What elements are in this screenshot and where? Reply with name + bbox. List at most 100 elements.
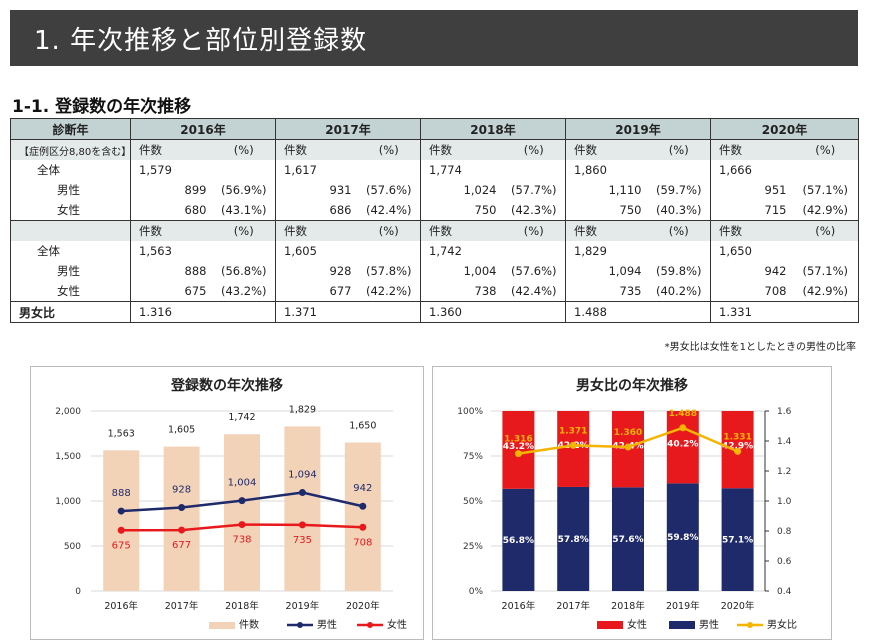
table-row: 男性 899 (56.9%) 931 (57.6%) 1,024 (57.7%) 1,110 (… xyxy=(10,180,859,200)
x-tick-label: 2020年 xyxy=(721,600,755,612)
female-pct: (42.3%) xyxy=(502,200,566,221)
total-count: 1,829 xyxy=(574,244,607,258)
year-header: 2018年 xyxy=(420,118,566,140)
ratio-point xyxy=(624,443,632,451)
ratio-value: 1.371 xyxy=(275,301,358,323)
ratio-data-label: 1.316 xyxy=(504,435,532,445)
year-header: 2016年 xyxy=(130,118,276,140)
ratio-point xyxy=(569,441,577,449)
table-row: 全体 1,579 1,617 1,774 1,860 1,666 xyxy=(10,160,859,180)
female-pct: (40.3%) xyxy=(647,200,711,221)
male-count: 1,024 xyxy=(463,183,497,197)
table-row: 全体 1,563 1,605 1,742 1,829 1,650 xyxy=(10,241,859,261)
pct-col-header: (%) xyxy=(647,220,711,241)
series-point xyxy=(178,503,186,511)
y-tick-label: 50% xyxy=(463,497,483,507)
empty-cell xyxy=(502,160,566,180)
bar-data-label: 1,742 xyxy=(228,412,255,423)
total-count: 1,605 xyxy=(284,244,317,258)
x-tick-label: 2020年 xyxy=(346,600,380,612)
y2-tick-label: 0.4 xyxy=(777,587,792,597)
chart-title: 男女比の年次推移 xyxy=(576,378,688,394)
page-title: 1. 年次推移と部位別登録数 xyxy=(34,26,368,56)
empty-cell xyxy=(502,241,566,261)
x-tick-label: 2019年 xyxy=(286,600,320,612)
table-subheader-row: 件数 (%) 件数 (%) 件数 (%) 件数 (%) 件数 (%) xyxy=(10,220,859,241)
row-label: 全体 xyxy=(10,160,131,180)
y2-tick-label: 0.8 xyxy=(777,527,792,537)
bar xyxy=(103,450,140,591)
ratio-value: 1.360 xyxy=(420,301,503,323)
legend-label: 男性 xyxy=(317,618,337,631)
female-count: 750 xyxy=(420,200,503,221)
pct-col-header: (%) xyxy=(502,139,566,160)
line-data-label: 888 xyxy=(112,488,131,499)
table-subheader-row: 【症例区分8,80を含む】 件数 (%) 件数 (%) 件数 (%) 件数 (%) 件数 (%) xyxy=(10,139,859,160)
ratio-data-label: 1.360 xyxy=(614,428,642,438)
empty-cell xyxy=(10,220,131,241)
male-pct: (57.1%) xyxy=(792,180,859,200)
table-row: 女性 680 (43.1%) 686 (42.4%) 750 (42.3%) 750 (40.3… xyxy=(10,200,859,221)
male-pct: (57.6%) xyxy=(502,261,566,281)
bar-female xyxy=(666,411,699,484)
criteria-label: 【症例区分8,80を含む】 xyxy=(10,139,131,160)
line-data-label: 738 xyxy=(232,535,251,546)
row-label: 男性 xyxy=(10,261,131,281)
ratio-point xyxy=(734,447,742,455)
registration-table: 診断年 2016年 2017年 2018年 2019年 2020年 【症例区分8,80を含む… xyxy=(10,118,859,323)
ratio-point xyxy=(514,450,522,458)
table-row: 女性 675 (43.2%) 677 (42.2%) 738 (42.4%) 735 (40.2… xyxy=(10,281,859,302)
count-col-header: 件数 xyxy=(420,220,503,241)
pct-col-header: (%) xyxy=(212,220,276,241)
bar-data-label: 42.9% xyxy=(722,442,753,452)
series-point xyxy=(117,526,125,534)
female-count: 677 xyxy=(275,281,358,302)
y-tick-label: 1,500 xyxy=(55,452,81,462)
bar-female xyxy=(502,411,535,489)
chart-title: 登録数の年次推移 xyxy=(171,378,283,394)
bar-data-label: 1,605 xyxy=(168,425,195,436)
line-data-label: 677 xyxy=(172,540,191,551)
ratio-data-label: 1.331 xyxy=(723,432,751,442)
ratio-point xyxy=(679,424,687,432)
male-count: 1,004 xyxy=(463,264,497,278)
legend-marker xyxy=(297,622,303,628)
y-tick-label: 100% xyxy=(457,407,483,417)
bar xyxy=(224,434,260,591)
series-point xyxy=(359,502,367,510)
ratio-value: 1.488 xyxy=(565,301,648,323)
series-point xyxy=(238,521,246,529)
male-count: 1,094 xyxy=(608,264,642,278)
male-pct: (56.9%) xyxy=(212,180,276,200)
bar-data-label: 40.2% xyxy=(667,440,698,450)
male-count: 951 xyxy=(764,183,787,197)
male-pct: (57.1%) xyxy=(792,261,859,281)
female-count: 738 xyxy=(420,281,503,302)
female-pct: (43.2%) xyxy=(212,281,276,302)
row-label: 全体 xyxy=(10,241,131,261)
ratio-chart: 0% 25% 50% 75% 100% 0.4 0.6 0.8 1.0 1.2 1.4 1.6 56.8… xyxy=(457,407,797,631)
empty-cell xyxy=(647,241,711,261)
x-tick-label: 2018年 xyxy=(225,600,259,612)
empty-cell xyxy=(647,160,711,180)
count-col-header: 件数 xyxy=(710,220,793,241)
x-tick-label: 2017年 xyxy=(556,600,590,612)
male-pct: (57.8%) xyxy=(357,261,421,281)
total-count: 1,860 xyxy=(574,163,607,177)
total-count: 1,774 xyxy=(429,163,462,177)
page-header: 1. 年次推移と部位別登録数 xyxy=(10,10,858,66)
bar-data-label: 43.2% xyxy=(503,442,534,452)
y-tick-label: 0 xyxy=(75,587,81,597)
legend-swatch xyxy=(669,621,695,629)
x-tick-label: 2016年 xyxy=(104,600,138,612)
x-tick-label: 2017年 xyxy=(165,600,199,612)
female-count: 708 xyxy=(710,281,793,302)
pct-col-header: (%) xyxy=(357,139,421,160)
total-count: 1,579 xyxy=(139,163,172,177)
series-point xyxy=(238,497,246,505)
legend-label: 男女比 xyxy=(767,618,797,631)
bar-data-label: 56.8% xyxy=(503,536,534,546)
empty-cell xyxy=(502,301,566,323)
table-row: 男性 888 (56.8%) 928 (57.8%) 1,004 (57.6%) 1,094 (… xyxy=(10,261,859,281)
bar-data-label: 59.8% xyxy=(667,533,698,543)
